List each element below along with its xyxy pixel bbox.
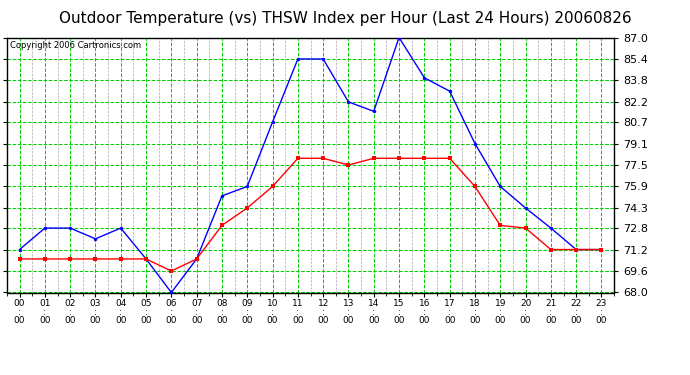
Text: Outdoor Temperature (vs) THSW Index per Hour (Last 24 Hours) 20060826: Outdoor Temperature (vs) THSW Index per … (59, 11, 631, 26)
Text: Copyright 2006 Cartronics.com: Copyright 2006 Cartronics.com (10, 41, 141, 50)
